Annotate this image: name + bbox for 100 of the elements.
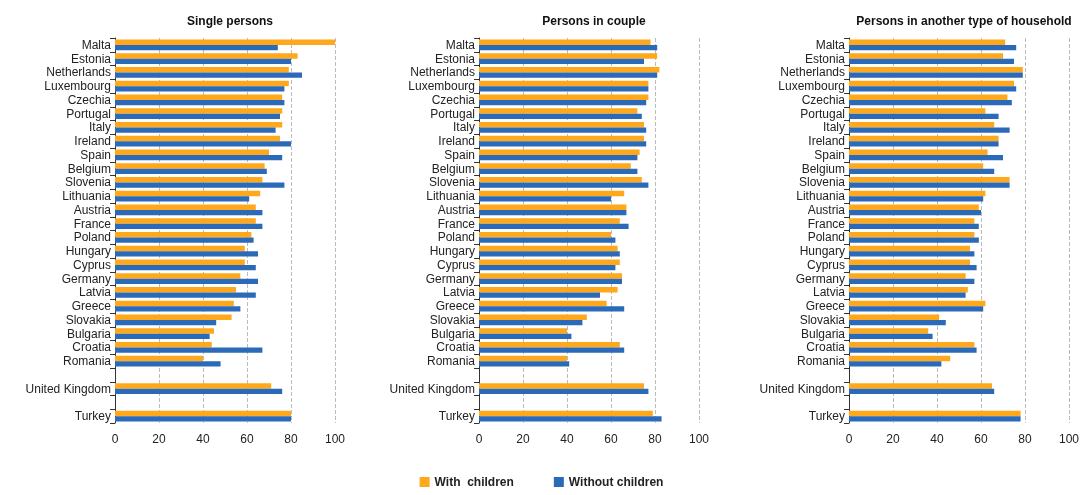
y-tick-label: Spain xyxy=(444,147,475,162)
bar xyxy=(849,355,951,362)
bar xyxy=(849,278,975,284)
bar xyxy=(115,94,283,100)
bar xyxy=(115,278,258,284)
bar xyxy=(115,237,254,243)
bar xyxy=(479,44,658,51)
bar xyxy=(479,94,649,100)
y-tick-label: Malta xyxy=(815,37,846,52)
bar xyxy=(849,154,1003,161)
bar xyxy=(479,232,611,238)
y-tick-label: Latvia xyxy=(812,285,846,300)
y-tick-label: Bulgaria xyxy=(66,326,112,341)
bar xyxy=(115,209,263,216)
bar xyxy=(849,319,946,326)
bar xyxy=(849,72,1023,78)
bar xyxy=(479,245,618,252)
bar xyxy=(849,86,1017,92)
y-tick-label: Ireland xyxy=(438,134,475,149)
bar xyxy=(479,141,647,147)
bar xyxy=(849,259,970,265)
y-tick-label: Germany xyxy=(795,271,845,286)
y-tick-label: Hungary xyxy=(65,244,111,259)
bar xyxy=(115,361,221,367)
y-tick-label: Germany xyxy=(61,271,111,286)
bar xyxy=(849,287,968,293)
y-tick-label: Austria xyxy=(807,202,846,217)
bar xyxy=(849,190,986,197)
y-tick-label: Belgium xyxy=(801,161,845,176)
bar xyxy=(115,168,267,174)
bar xyxy=(115,58,291,64)
bar xyxy=(849,347,977,353)
bar xyxy=(479,306,625,312)
x-tick-label: 20 xyxy=(516,432,530,446)
bar xyxy=(479,168,638,174)
bar xyxy=(849,39,1006,45)
y-tick-label: United Kingdom xyxy=(759,381,845,396)
x-tick-label: 80 xyxy=(1018,432,1032,446)
bar xyxy=(479,287,618,293)
x-tick-label: 40 xyxy=(930,432,944,446)
x-tick-label: 100 xyxy=(324,432,346,446)
y-tick-label: Luxembourg xyxy=(408,79,475,94)
bar xyxy=(115,99,285,106)
y-tick-label: Turkey xyxy=(438,409,475,424)
bar xyxy=(479,58,644,64)
x-tick-label: 20 xyxy=(886,432,900,446)
y-tick-label: Austria xyxy=(73,202,112,217)
y-tick-label: Cyprus xyxy=(806,257,845,272)
bar xyxy=(849,149,988,155)
y-tick-label: Hungary xyxy=(429,244,475,259)
bar xyxy=(849,135,999,142)
bar xyxy=(849,204,979,210)
bar xyxy=(479,122,644,128)
bar xyxy=(849,177,1010,183)
y-tick-label: United Kingdom xyxy=(25,381,111,396)
y-tick-label: Romania xyxy=(62,354,112,369)
y-tick-label: Malta xyxy=(81,37,112,52)
bar xyxy=(479,67,660,73)
y-tick-label: Spain xyxy=(814,147,845,162)
bar xyxy=(115,182,285,188)
bar xyxy=(115,416,291,422)
bar xyxy=(849,223,979,229)
bar xyxy=(115,223,263,229)
y-tick-label: Portugal xyxy=(430,106,475,121)
y-tick-label: Estonia xyxy=(70,51,112,66)
x-tick-label: 100 xyxy=(688,432,710,446)
bar xyxy=(849,410,1021,417)
y-tick-label: Slovenia xyxy=(428,175,476,190)
bar xyxy=(115,44,278,51)
bar xyxy=(115,314,232,320)
bar xyxy=(115,53,298,59)
y-tick-label: United Kingdom xyxy=(389,381,475,396)
bar xyxy=(479,251,620,257)
bar xyxy=(115,80,289,87)
bar xyxy=(849,209,981,216)
bar xyxy=(849,273,966,279)
bar xyxy=(479,278,622,284)
chart-title: Single persons xyxy=(186,14,274,28)
bar xyxy=(115,72,302,78)
x-tick-label: 20 xyxy=(152,432,166,446)
bar xyxy=(479,53,658,59)
legend-label: Without children xyxy=(568,475,664,489)
y-tick-label: Latvia xyxy=(78,285,112,300)
x-tick-label: 40 xyxy=(560,432,574,446)
bar xyxy=(115,383,272,389)
y-tick-label: Italy xyxy=(452,120,475,135)
bar xyxy=(479,416,662,422)
y-tick-label: Estonia xyxy=(804,51,846,66)
bar xyxy=(115,163,265,169)
bar xyxy=(115,292,256,298)
y-tick-label: Croatia xyxy=(436,340,476,355)
bar xyxy=(115,141,291,147)
bar xyxy=(479,80,649,87)
bar xyxy=(115,67,289,73)
y-tick-label: Slovakia xyxy=(799,312,846,327)
bar xyxy=(479,237,616,243)
bar xyxy=(849,232,975,238)
bar xyxy=(479,163,631,169)
y-tick-label: Bulgaria xyxy=(430,326,476,341)
bar xyxy=(115,154,283,161)
